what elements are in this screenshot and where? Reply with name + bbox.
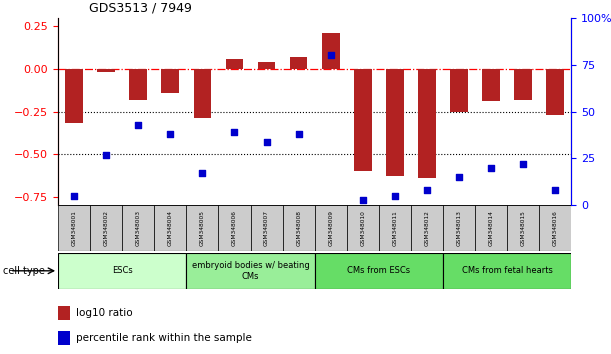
Point xyxy=(518,161,528,167)
Text: GSM348009: GSM348009 xyxy=(328,210,333,246)
Bar xyxy=(540,205,571,251)
Point xyxy=(262,139,271,144)
Text: GSM348010: GSM348010 xyxy=(360,210,365,246)
Bar xyxy=(58,253,186,289)
Bar xyxy=(322,33,340,69)
Point xyxy=(101,152,111,158)
Bar xyxy=(225,59,243,69)
Bar xyxy=(58,306,70,320)
Point xyxy=(166,131,175,137)
Bar xyxy=(251,205,283,251)
Point xyxy=(133,122,143,127)
Bar xyxy=(90,205,122,251)
Text: percentile rank within the sample: percentile rank within the sample xyxy=(76,332,252,343)
Bar xyxy=(386,69,404,176)
Bar xyxy=(354,69,371,171)
Text: GSM348001: GSM348001 xyxy=(71,210,76,246)
Bar xyxy=(258,62,276,69)
Text: GSM348013: GSM348013 xyxy=(456,210,461,246)
Text: GSM348014: GSM348014 xyxy=(489,210,494,246)
Bar xyxy=(186,205,219,251)
Bar xyxy=(443,253,571,289)
Text: GSM348007: GSM348007 xyxy=(264,210,269,246)
Bar xyxy=(194,69,211,118)
Text: GDS3513 / 7949: GDS3513 / 7949 xyxy=(89,1,191,14)
Text: ESCs: ESCs xyxy=(112,266,133,275)
Point xyxy=(358,197,368,202)
Text: GSM348005: GSM348005 xyxy=(200,210,205,246)
Text: GSM348016: GSM348016 xyxy=(553,211,558,246)
Point xyxy=(294,131,304,137)
Text: embryoid bodies w/ beating
CMs: embryoid bodies w/ beating CMs xyxy=(192,261,309,280)
Point xyxy=(197,171,207,176)
Bar xyxy=(130,69,147,99)
Text: GSM348011: GSM348011 xyxy=(392,211,397,246)
Bar xyxy=(315,253,443,289)
Bar xyxy=(283,205,315,251)
Point xyxy=(454,175,464,180)
Bar xyxy=(514,69,532,99)
Point xyxy=(230,129,240,135)
Bar xyxy=(450,69,468,112)
Point xyxy=(69,193,79,199)
Bar xyxy=(161,69,179,93)
Bar xyxy=(186,253,315,289)
Text: GSM348002: GSM348002 xyxy=(104,210,109,246)
Text: log10 ratio: log10 ratio xyxy=(76,308,133,318)
Bar xyxy=(122,205,155,251)
Text: GSM348012: GSM348012 xyxy=(425,210,430,246)
Text: GSM348006: GSM348006 xyxy=(232,210,237,246)
Bar xyxy=(347,205,379,251)
Bar xyxy=(155,205,186,251)
Bar xyxy=(507,205,540,251)
Bar xyxy=(443,205,475,251)
Bar xyxy=(290,57,307,69)
Text: GSM348003: GSM348003 xyxy=(136,210,141,246)
Bar xyxy=(315,205,347,251)
Bar xyxy=(546,69,564,115)
Bar xyxy=(475,205,507,251)
Text: GSM348008: GSM348008 xyxy=(296,210,301,246)
Bar xyxy=(58,331,70,344)
Point xyxy=(551,188,560,193)
Text: GSM348004: GSM348004 xyxy=(168,210,173,246)
Text: GSM348015: GSM348015 xyxy=(521,210,525,246)
Bar xyxy=(418,69,436,178)
Point xyxy=(326,52,335,58)
Bar xyxy=(482,69,500,101)
Text: cell type: cell type xyxy=(3,266,45,276)
Bar xyxy=(97,69,115,72)
Point xyxy=(422,188,432,193)
Bar xyxy=(58,205,90,251)
Bar xyxy=(65,69,83,124)
Point xyxy=(486,165,496,171)
Text: CMs from ESCs: CMs from ESCs xyxy=(347,266,411,275)
Bar xyxy=(219,205,251,251)
Bar xyxy=(411,205,443,251)
Text: CMs from fetal hearts: CMs from fetal hearts xyxy=(462,266,552,275)
Point xyxy=(390,193,400,199)
Bar xyxy=(379,205,411,251)
